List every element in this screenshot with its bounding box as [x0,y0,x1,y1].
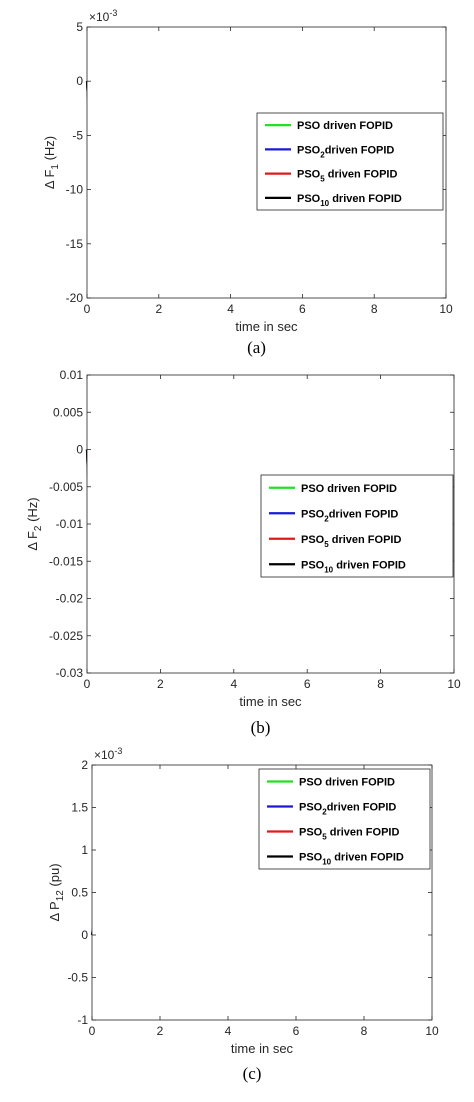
y-tick-label: 0.005 [53,405,83,419]
legend: PSO driven FOPID PSO2driven FOPID PSO5 dri… [260,474,454,578]
y-tick-label: 0 [81,928,88,942]
legend-entry: PSO2driven FOPID [297,144,394,159]
x-tick-label: 10 [425,1024,439,1038]
axis-multiplier: ×10-3 [89,8,117,24]
y-tick-label: 0.5 [71,886,88,900]
axis-multiplier: ×10-3 [94,746,122,762]
x-tick-label: 8 [371,302,378,316]
x-tick-label: 6 [304,677,311,691]
legend-entry: PSO driven FOPID [299,777,395,789]
legend-entry: PSO driven FOPID [301,483,397,495]
legend-entry: PSO driven FOPID [297,120,393,132]
x-tick-label: 2 [157,1024,164,1038]
y-axis-label: Δ P12 (pu) [47,863,66,921]
legend-box [256,112,444,211]
x-axis-label: time in sec [239,694,302,709]
x-tick-label: 10 [447,677,461,691]
legend-entry: PSO5 driven FOPID [301,534,401,549]
x-tick-label: 6 [299,302,306,316]
y-tick-label: 2 [81,758,88,772]
x-tick-label: 10 [439,302,453,316]
x-tick-label: 8 [377,677,384,691]
x-tick-label: 0 [89,1024,96,1038]
legend-entry: PSO10 driven FOPID [299,852,404,867]
legend-box [258,768,431,870]
y-tick-label: -10 [66,183,84,197]
x-tick-label: 2 [157,677,164,691]
y-tick-label: 5 [76,20,83,34]
panel-caption: (b) [251,718,271,737]
y-tick-label: 1.5 [71,801,88,815]
legend-entry: PSO5 driven FOPID [297,169,397,184]
panel-caption: (a) [247,338,266,357]
y-tick-label: 0 [76,74,83,88]
y-tick-label: -20 [66,291,84,305]
y-tick-label: -0.5 [67,971,88,985]
legend: PSO driven FOPID PSO2driven FOPID PSO5 dri… [258,768,431,870]
y-tick-label: 0.01 [60,368,84,382]
chart-panel-3: 0 2 4 6 8 10 -1 -0.5 0 0.5 1 1.5 2 ×10-3 time in sec Δ … [47,746,439,1083]
legend-entry: PSO10 driven FOPID [301,559,406,574]
x-tick-label: 0 [84,302,91,316]
chart-panel-1: 0 2 4 6 8 10 -20 -15 -10 -5 0 5 ×10-3 time in sec Δ F1… [42,8,453,357]
legend: PSO driven FOPID PSO2driven FOPID PSO5 dri… [256,112,444,211]
x-tick-label: 4 [225,1024,232,1038]
y-tick-label: -15 [66,237,84,251]
x-axis-label: time in sec [235,319,298,334]
y-tick-label: -0.01 [56,517,84,531]
y-tick-label: 0 [76,443,83,457]
y-tick-label: -0.025 [49,629,83,643]
x-tick-label: 8 [361,1024,368,1038]
legend-box [260,474,454,578]
y-tick-label: 1 [81,843,88,857]
x-axis-label: time in sec [231,1041,294,1056]
legend-entry: PSO5 driven FOPID [299,827,399,842]
x-tick-label: 2 [155,302,162,316]
panel-caption: (c) [243,1064,262,1083]
y-tick-label: -0.02 [56,592,84,606]
legend-entry: PSO2driven FOPID [299,802,396,817]
legend-entry: PSO10 driven FOPID [297,193,402,208]
y-axis-label: Δ F1 (Hz) [42,136,61,189]
y-tick-label: -1 [77,1013,88,1027]
x-tick-label: 6 [293,1024,300,1038]
x-tick-label: 4 [230,677,237,691]
legend-entry: PSO2driven FOPID [301,508,398,523]
y-tick-label: -0.005 [49,480,83,494]
y-tick-label: -0.03 [56,666,84,680]
y-tick-label: -0.015 [49,554,83,568]
x-tick-label: 4 [227,302,234,316]
y-axis-label: Δ F2 (Hz) [25,497,44,550]
x-tick-label: 0 [84,677,91,691]
chart-panel-2: 0 2 4 6 8 10 -0.03 -0.025 -0.02 -0.015 -0.01 -0.005… [25,368,461,737]
y-tick-label: -5 [72,128,83,142]
